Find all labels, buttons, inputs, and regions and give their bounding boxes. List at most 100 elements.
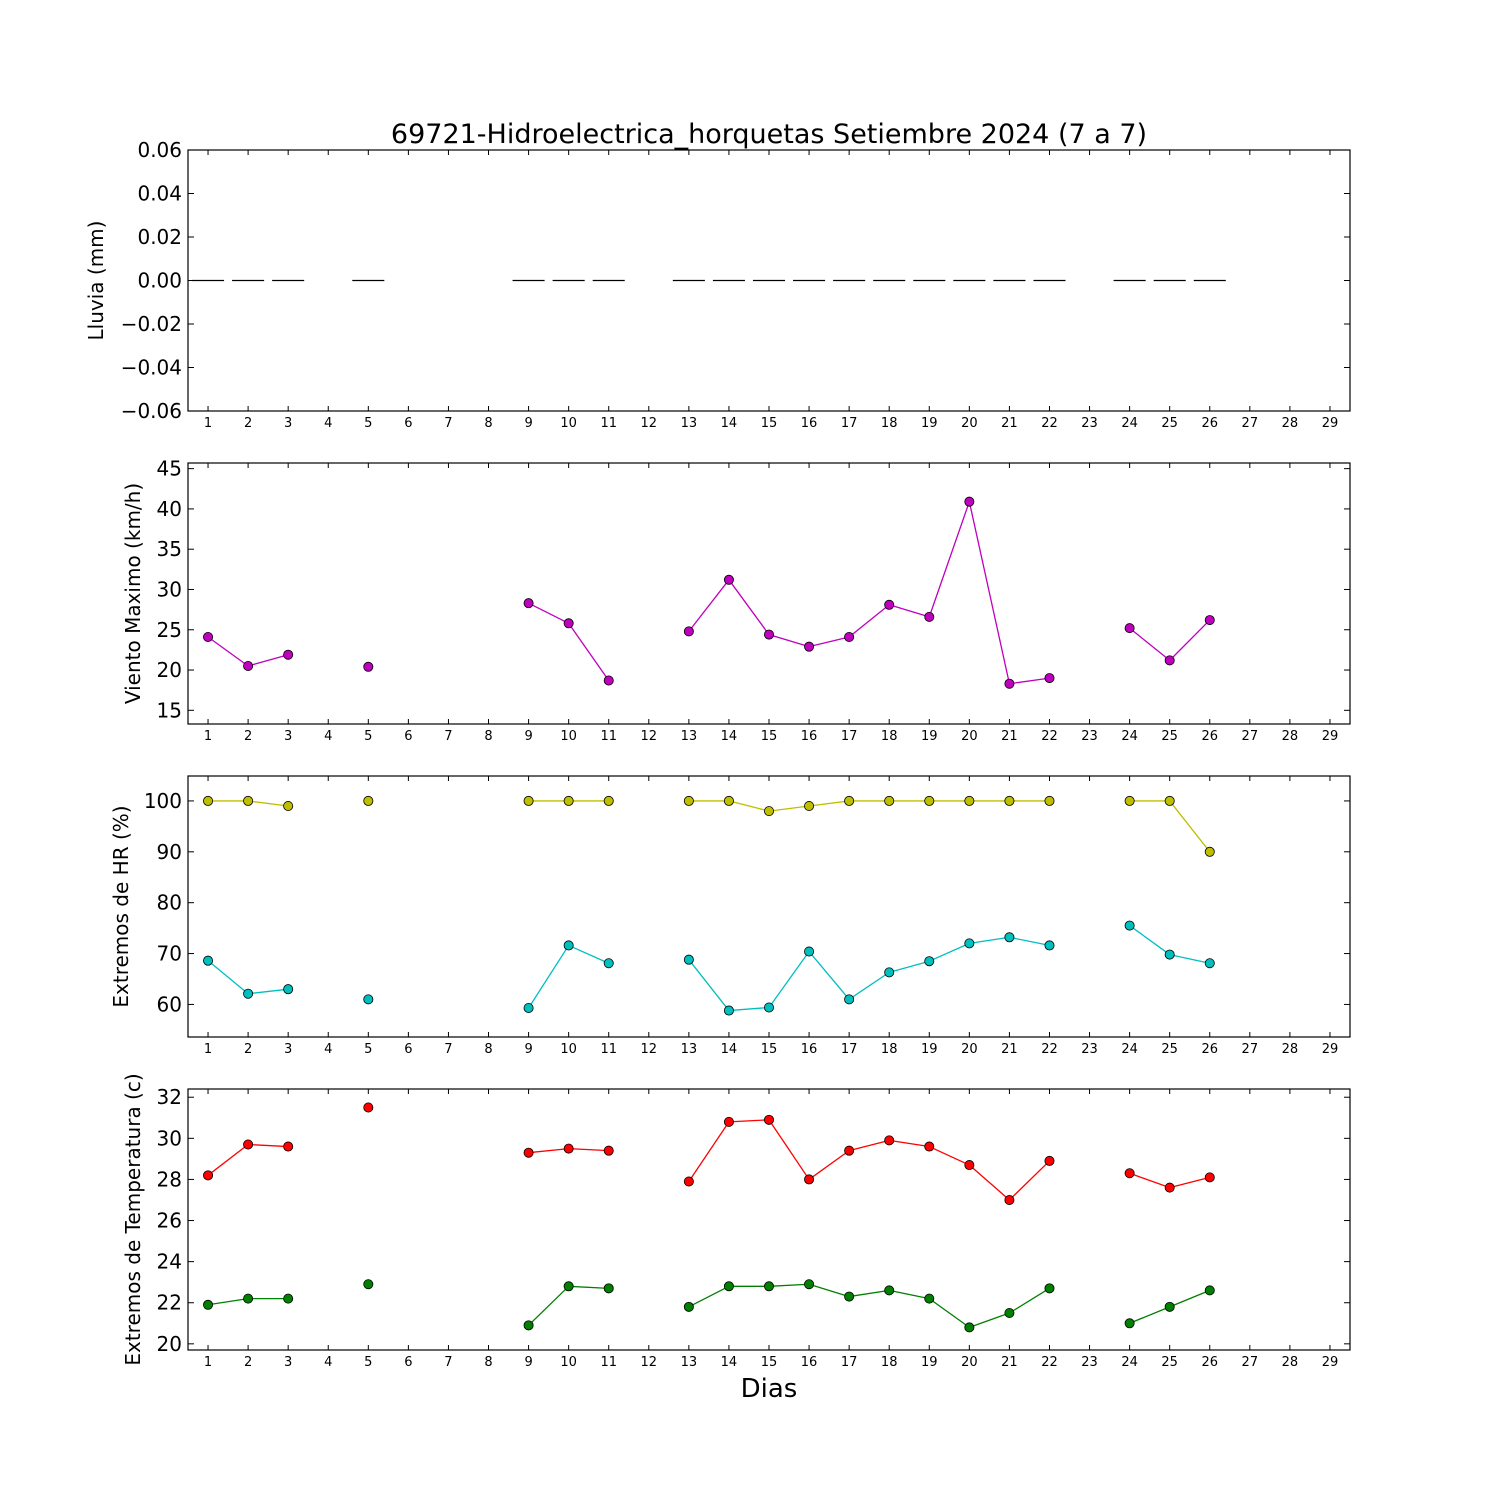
data-point bbox=[683, 626, 694, 637]
series-line-segment bbox=[968, 501, 1011, 684]
data-point bbox=[964, 496, 975, 507]
x-tick-label: 23 bbox=[1081, 416, 1098, 431]
x-tick-label: 21 bbox=[1001, 416, 1018, 431]
data-point bbox=[1204, 1172, 1215, 1183]
x-tick-label: 28 bbox=[1282, 729, 1299, 744]
series-line-segment bbox=[808, 1283, 850, 1298]
data-point bbox=[884, 795, 895, 806]
series-1 bbox=[203, 496, 1215, 689]
x-tick-label: 24 bbox=[1121, 1042, 1138, 1057]
series-line-segment bbox=[1009, 936, 1050, 947]
y-tick-label: −0.04 bbox=[121, 356, 182, 380]
data-point bbox=[844, 795, 855, 806]
y-tick-label: 30 bbox=[157, 577, 182, 601]
series-line-segment bbox=[768, 1119, 810, 1180]
x-tick-label: 9 bbox=[524, 1042, 532, 1057]
x-tick-label: 16 bbox=[801, 416, 818, 431]
series-line-segment bbox=[248, 1143, 289, 1148]
x-tick-label: 13 bbox=[681, 1355, 698, 1370]
data-point bbox=[1124, 1168, 1135, 1179]
x-tick-label: 27 bbox=[1242, 1042, 1259, 1057]
x-tick-label: 6 bbox=[404, 416, 412, 431]
data-point bbox=[844, 632, 855, 643]
series-line-segment bbox=[968, 1164, 1010, 1201]
x-axis-label: Dias bbox=[741, 1374, 798, 1404]
x-tick-label: 22 bbox=[1041, 1355, 1058, 1370]
series-line-segment bbox=[207, 960, 249, 995]
series-line-segment bbox=[848, 1139, 890, 1152]
y-tick-label: 20 bbox=[157, 658, 182, 682]
data-point bbox=[523, 1147, 534, 1158]
y-tick-label: 0.04 bbox=[137, 182, 182, 206]
data-point bbox=[723, 1005, 734, 1016]
y-tick-label: 24 bbox=[157, 1250, 182, 1274]
y-tick-label: 90 bbox=[157, 840, 182, 864]
series-line-segment bbox=[808, 800, 850, 807]
x-tick-label: 8 bbox=[484, 1355, 492, 1370]
data-point bbox=[924, 956, 935, 967]
x-tick-label: 11 bbox=[600, 1355, 617, 1370]
data-point bbox=[1164, 1301, 1175, 1312]
x-tick-label: 25 bbox=[1161, 1355, 1178, 1370]
x-tick-label: 26 bbox=[1201, 1042, 1218, 1057]
series-line-segment bbox=[207, 1297, 249, 1306]
series-line-segment bbox=[848, 971, 890, 1000]
x-tick-label: 19 bbox=[921, 1042, 938, 1057]
series-line-segment bbox=[929, 1145, 970, 1166]
data-point bbox=[203, 795, 214, 806]
x-tick-label: 6 bbox=[404, 1355, 412, 1370]
plot-frame bbox=[187, 462, 1351, 725]
data-point bbox=[563, 795, 574, 806]
x-tick-label: 23 bbox=[1081, 1355, 1098, 1370]
data-point bbox=[884, 599, 895, 610]
x-tick-label: 28 bbox=[1282, 416, 1299, 431]
series-line-segment bbox=[688, 1285, 730, 1308]
series-line-segment bbox=[1169, 619, 1211, 661]
data-point bbox=[804, 1174, 815, 1185]
series-line-segment bbox=[969, 1312, 1010, 1329]
panels: 1 2 3 4 5 6 7 8 9 10 11 12 13 14 15 16 17 18 19 20 21 22 23 24 2… bbox=[84, 138, 1351, 1370]
data-point bbox=[964, 795, 975, 806]
x-tick-label: 20 bbox=[961, 1355, 978, 1370]
x-tick-label: 29 bbox=[1322, 1355, 1339, 1370]
series-line-segment bbox=[1129, 925, 1171, 956]
series-line-segment bbox=[248, 988, 289, 995]
y-tick-label: −0.06 bbox=[121, 399, 182, 423]
y-axis-label: Extremos de Temperatura (c) bbox=[121, 1073, 145, 1365]
x-tick-label: 19 bbox=[921, 1355, 938, 1370]
x-tick-label: 29 bbox=[1322, 729, 1339, 744]
y-tick-label: 60 bbox=[157, 992, 182, 1016]
series-line-segment bbox=[768, 951, 810, 1008]
x-tick-label: 15 bbox=[761, 729, 778, 744]
x-tick-label: 21 bbox=[1001, 729, 1018, 744]
data-point bbox=[363, 1279, 374, 1290]
x-tick-label: 18 bbox=[881, 416, 898, 431]
series-2 bbox=[203, 920, 1215, 1016]
series-line-segment bbox=[889, 1289, 930, 1300]
data-point bbox=[1204, 958, 1215, 969]
data-point bbox=[683, 795, 694, 806]
series-line-segment bbox=[889, 960, 930, 974]
x-tick-label: 27 bbox=[1242, 416, 1259, 431]
series-line-segment bbox=[768, 805, 810, 812]
data-point bbox=[1164, 655, 1175, 666]
series-line-segment bbox=[808, 1150, 850, 1180]
x-tick-label: 7 bbox=[444, 1042, 452, 1057]
x-tick-label: 8 bbox=[484, 729, 492, 744]
x-tick-label: 23 bbox=[1081, 1042, 1098, 1057]
y-tick-label: 22 bbox=[157, 1291, 182, 1315]
series-line-segment bbox=[808, 636, 850, 648]
x-tick-label: 14 bbox=[721, 1042, 738, 1057]
x-tick-label: 26 bbox=[1201, 729, 1218, 744]
data-point bbox=[563, 940, 574, 951]
data-point bbox=[203, 1299, 214, 1310]
series-line-segment bbox=[207, 636, 249, 667]
x-tick-label: 20 bbox=[961, 416, 978, 431]
x-tick-label: 4 bbox=[324, 1042, 332, 1057]
x-tick-label: 6 bbox=[404, 729, 412, 744]
data-point bbox=[924, 1293, 935, 1304]
data-point bbox=[363, 994, 374, 1005]
series-line-segment bbox=[1008, 1160, 1050, 1201]
x-tick-label: 25 bbox=[1161, 729, 1178, 744]
x-tick-label: 18 bbox=[881, 1355, 898, 1370]
